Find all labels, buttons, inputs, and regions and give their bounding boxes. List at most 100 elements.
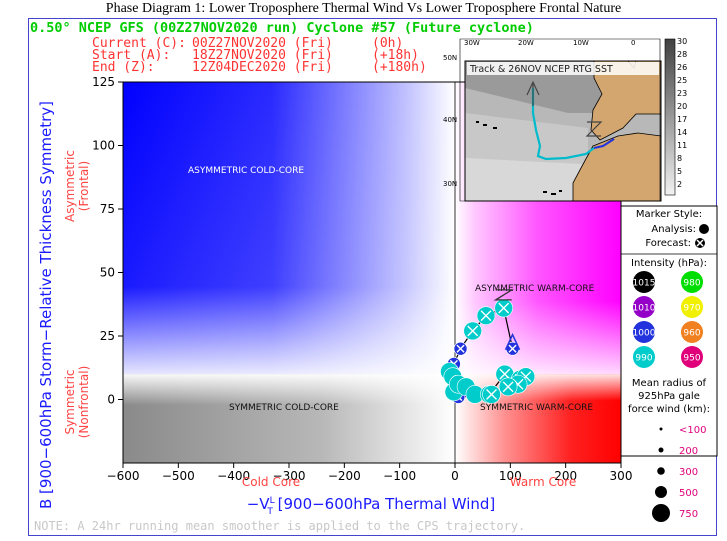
map-track-forecast [593,138,615,149]
sst-label: 26 [677,63,687,72]
label-sym-warm: SYMMETRIC WARM-CORE [480,403,593,413]
track-start-marker [504,332,521,351]
y-axis-label: B [900−600hPa Storm−Relative Thickness S… [37,101,55,509]
legend-forecast-marker [695,238,705,248]
track-point [482,385,501,404]
label-warm-core: Warm Core [510,475,576,489]
map-lon-0: 0 [631,39,635,47]
sst-label: 20 [677,102,687,111]
header-offset-current: (0h) [372,36,403,51]
sst-label: 14 [677,128,687,137]
sst-label: 30 [677,37,687,46]
note: NOTE: A 24hr running mean smoother is ap… [34,519,525,533]
legend-intensity-960: 960 [681,321,703,343]
legend-analysis: Analysis: [651,224,696,235]
page-title: Phase Diagram 1: Lower Troposphere Therm… [105,1,622,16]
sst-label: 8 [677,154,682,163]
header-label-end: End (Z): [92,60,155,75]
svg-text:960: 960 [683,329,700,339]
x-tick-label: 300 [610,469,633,483]
legend-intensity-1015: 1015 [633,271,655,293]
label-cold-core: Cold Core [242,475,300,489]
map-marker-start [526,80,540,106]
track-point [476,306,496,325]
legend-radius-2: 300 [657,467,698,478]
map-marker-end [585,121,603,137]
y-tick-label: 125 [92,75,115,89]
map-lon-20w: 20W [518,39,534,47]
x-tick-label: −100 [383,469,416,483]
x-tick-label: −300 [273,469,306,483]
track-point [494,298,513,318]
sst-label: 5 [677,167,682,176]
sst-label: 17 [677,115,687,124]
legend-intensity-1000: 1000 [633,321,656,343]
legend-radius-3: 500 [655,486,698,499]
legend-radius-title-2: 925hPa gale [638,391,700,402]
legend-radius-title-1: Mean radius of [632,378,707,389]
map-lat-30n: 30N [443,180,457,188]
legend-radius-4: 750 [652,504,698,522]
label-sym-cold: SYMMETRIC COLD-CORE [229,403,339,413]
x-tick-label: −200 [328,469,361,483]
svg-text:990: 990 [635,354,652,364]
legend-intensity-1010: 1010 [633,296,656,318]
legend-intensity-980: 980 [681,271,703,293]
x-axis-label-prefix: −V [247,495,271,513]
label-asym-cold: ASYMMETRIC COLD-CORE [188,166,304,176]
x-axis-label-rest: [900−600hPa Thermal Wind] [273,495,495,513]
label-asymmetric: Asymmetric [63,150,77,222]
svg-text:970: 970 [683,304,700,314]
svg-text:980: 980 [683,279,700,289]
legend-intensity-950: 950 [681,346,703,368]
header-time-current: 00Z27NOV2020 (Fri) [192,36,333,51]
x-tick-label: −400 [217,469,250,483]
legend-intensity-970: 970 [681,296,703,318]
svg-text:200: 200 [679,446,698,457]
x-tick-label: 200 [554,469,577,483]
svg-text:750: 750 [679,509,698,520]
sst-label: 28 [677,50,687,59]
map-lon-30w: 30W [464,39,480,47]
header-times: Current (C): 00Z27NOV2020 (Fri) (0h) Sta… [92,36,427,75]
label-symmetric: Symmetric [63,369,77,434]
svg-text:1000: 1000 [633,329,656,339]
label-frontal: (Frontal) [77,161,91,211]
map-track-analysis [531,88,595,161]
header-label-current: Current (C): [92,36,186,51]
sst-label: 23 [677,89,687,98]
svg-text:950: 950 [683,354,700,364]
inset-map: Track & 26NOV NCEP RTG SST 30W 20W 10W 0… [443,37,687,202]
legend-radius-title-3: force wind (km): [628,404,710,415]
land-iberia [590,61,661,141]
x-tick-label: 0 [451,469,459,483]
x-tick-label: −500 [162,469,195,483]
map-lon-10w: 10W [573,39,589,47]
header-label-start: Start (A): [92,48,170,63]
map-lat-40n: 40N [443,116,457,124]
x-tick-label: −600 [107,469,140,483]
x-axis-label: −VL T [900−600hPa Thermal Wind] [247,495,496,517]
legend-forecast: Forecast: [645,238,691,249]
y-tick-label: 25 [100,329,115,343]
label-asym-warm: ASYMMETRIC WARM-CORE [475,284,595,294]
map-title: Track & 26NOV NCEP RTG SST [469,64,613,75]
svg-text:500: 500 [679,488,698,499]
x-tick-label: 100 [499,469,522,483]
header-line1: 0.50° NCEP GFS (00Z27NOV2020 run) Cyclon… [30,20,534,36]
sst-label: 11 [677,141,687,150]
track [440,289,536,404]
legend-intensity-990: 990 [633,346,655,368]
land-africa [572,132,661,201]
sst-label: 25 [677,76,687,85]
track-point [453,341,468,356]
y-tick-label: 50 [100,266,115,280]
legend-radius-1: 200 [658,446,698,457]
sst-label: 2 [677,180,682,189]
svg-text:1010: 1010 [633,304,656,314]
header-time-end: 12Z04DEC2020 (Fri) [192,60,333,75]
track-point [463,321,483,341]
y-tick-label: 0 [107,393,115,407]
legend-radius-0: <100 [659,425,706,436]
y-tick-label: 75 [100,202,115,216]
